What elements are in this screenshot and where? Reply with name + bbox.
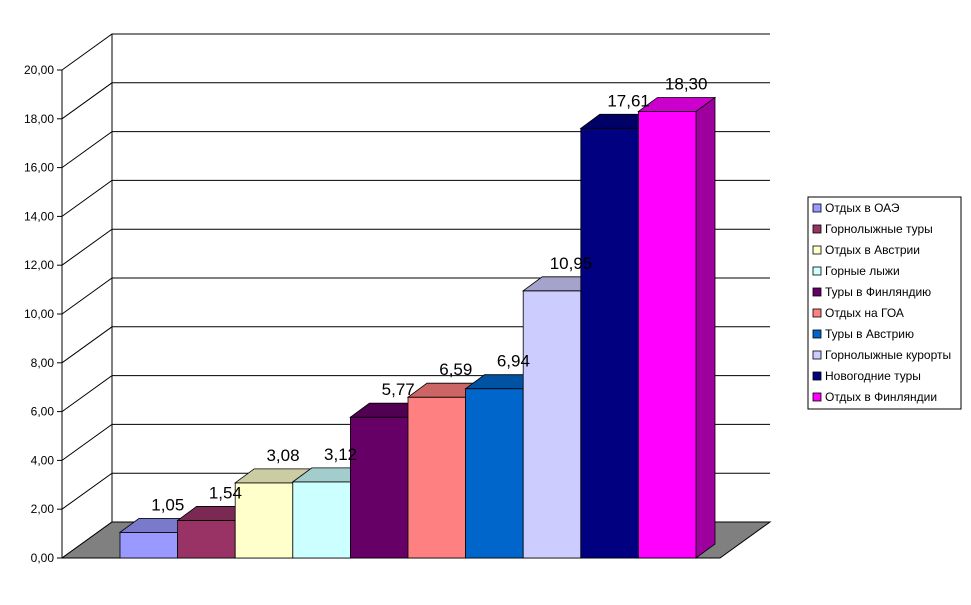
- gridline: [61, 131, 770, 169]
- legend-swatch: [812, 371, 822, 381]
- legend-swatch: [812, 245, 822, 255]
- legend-swatch: [812, 392, 822, 402]
- legend-entry: Туры в Финляндию: [825, 285, 931, 299]
- data-label: 1,54: [209, 483, 242, 502]
- gridline: [61, 33, 770, 71]
- bar: [407, 396, 466, 559]
- legend-entry: Горнолыжные туры: [825, 222, 933, 236]
- legend-swatch: [812, 308, 822, 318]
- legend-entry: Горнолыжные курорты: [825, 348, 951, 362]
- legend-entry: Отдых в Австрии: [825, 243, 920, 257]
- gridline: [61, 228, 770, 266]
- data-label: 1,05: [151, 495, 184, 514]
- bar: [119, 531, 178, 559]
- gridline: [61, 179, 770, 217]
- bar: [292, 481, 351, 559]
- y-tick-label: 2,00: [31, 502, 55, 516]
- legend-entry: Туры в Австрию: [825, 327, 914, 341]
- bar: [522, 290, 582, 559]
- legend: Отдых в ОАЭ Горнолыжные туры Отдых в Австр…: [807, 196, 962, 410]
- y-tick-label: 10,00: [24, 307, 54, 321]
- y-tick-label: 14,00: [24, 209, 54, 223]
- legend-entry: Отдых в ОАЭ: [825, 201, 900, 215]
- legend-box: [807, 196, 962, 410]
- legend-swatch: [812, 350, 822, 360]
- bar: [234, 482, 294, 559]
- bar: [465, 388, 524, 559]
- y-tick-label: 16,00: [24, 161, 54, 175]
- data-labels: 1,05 1,54 3,08 3,12 5,77 6,59 6,94 10,95 17,61 18…: [151, 74, 707, 514]
- legend-swatch: [812, 224, 822, 234]
- y-axis: 0,00 2,00 4,00 6,00 8,00 10,00 12,00 14,00 16,00…: [24, 63, 62, 565]
- data-label: 10,95: [550, 254, 593, 273]
- bar: [349, 416, 409, 559]
- data-label: 3,12: [324, 445, 357, 464]
- y-tick-label: 0,00: [31, 551, 55, 565]
- bar-side: [695, 96, 716, 559]
- legend-entry: Новогодние туры: [825, 369, 921, 383]
- bar: [177, 520, 236, 559]
- gridline: [61, 82, 770, 120]
- bar-top: [637, 97, 717, 112]
- legend-swatch: [812, 266, 822, 276]
- data-label: 3,08: [266, 446, 299, 465]
- legend-entry: Горные лыжи: [825, 264, 900, 278]
- legend-swatch: [812, 203, 822, 213]
- y-tick-label: 4,00: [31, 453, 55, 467]
- bar: [580, 127, 639, 559]
- legend-swatch: [812, 287, 822, 297]
- bar: [638, 111, 697, 559]
- data-label: 6,94: [497, 352, 530, 371]
- data-label: 5,77: [382, 380, 415, 399]
- data-label: 6,59: [439, 360, 472, 379]
- legend-swatch: [812, 329, 822, 339]
- y-tick-label: 6,00: [31, 405, 55, 419]
- y-tick-label: 8,00: [31, 356, 55, 370]
- y-tick-label: 20,00: [24, 63, 54, 77]
- y-tick-label: 12,00: [24, 258, 54, 272]
- data-label: 17,61: [607, 91, 650, 110]
- data-label: 18,30: [665, 74, 708, 93]
- bars: [118, 96, 717, 559]
- y-tick-label: 18,00: [24, 112, 54, 126]
- legend-entry: Отдых в Финляндии: [825, 390, 937, 404]
- legend-entry: Отдых на ГОА: [825, 306, 904, 320]
